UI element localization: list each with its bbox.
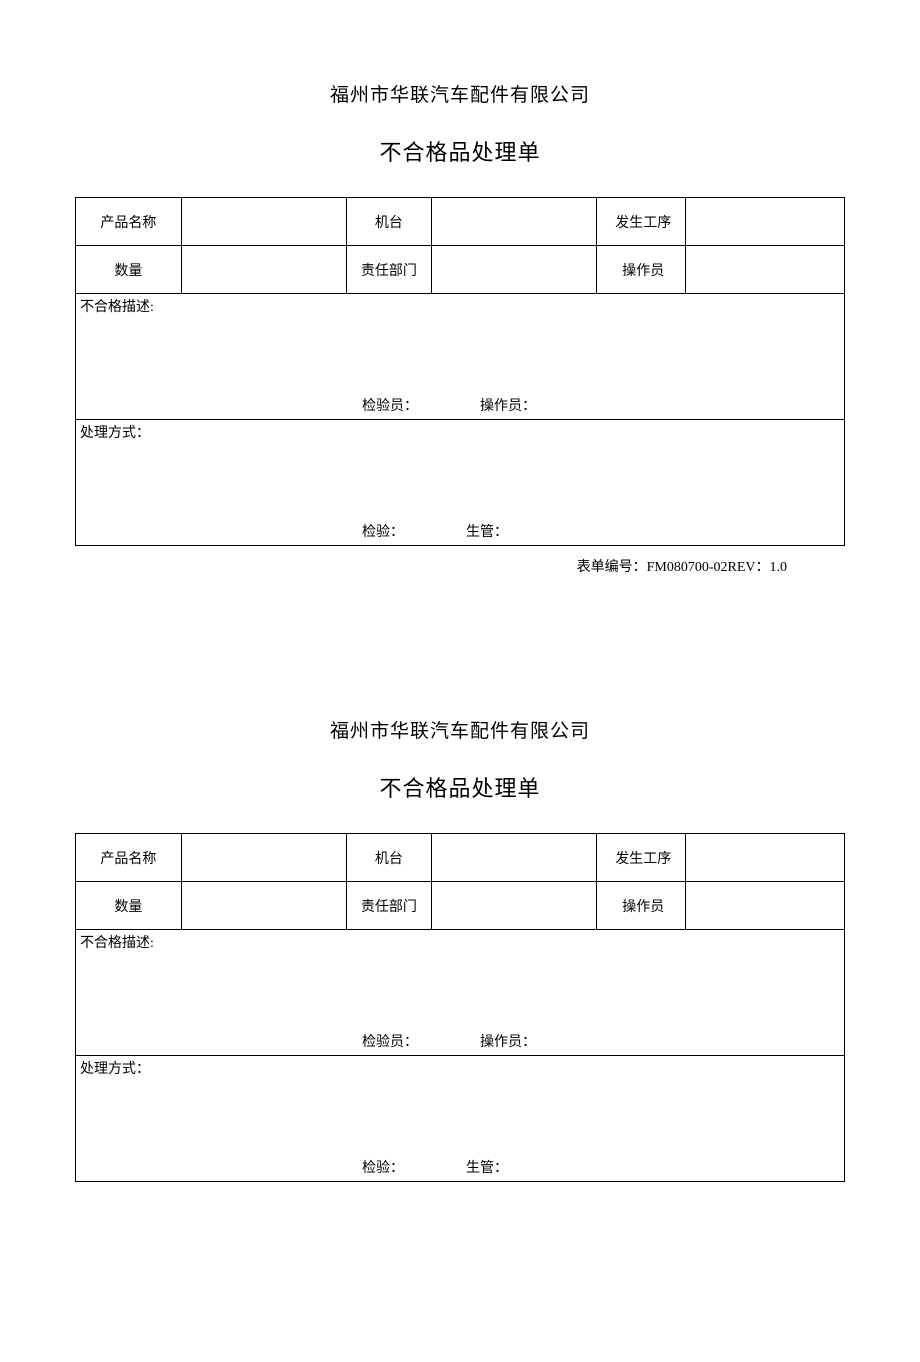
handling-row: 处理方式： 检验： 生管： [76,420,845,546]
operator-sig-label: 操作员： [480,1031,536,1051]
handling-row: 处理方式： 检验： 生管： [76,1056,845,1182]
form-table: 产品名称 机台 发生工序 数量 责任部门 操作员 不合格描述: 检验员： 操作员… [75,197,845,546]
machine-label: 机台 [346,834,431,882]
form-title: 不合格品处理单 [75,771,845,803]
description-label: 不合格描述: [80,936,154,951]
operator-sig-label: 操作员： [480,395,536,415]
footer-code: FM080700-02REV：1.0 [647,560,787,575]
operator-label: 操作员 [597,882,686,930]
product-name-label: 产品名称 [76,834,182,882]
table-row: 产品名称 机台 发生工序 [76,198,845,246]
operator-label: 操作员 [597,246,686,294]
table-row: 数量 责任部门 操作员 [76,882,845,930]
process-label: 发生工序 [597,198,686,246]
handling-signatures: 检验： 生管： [76,521,844,541]
form-title: 不合格品处理单 [75,135,845,167]
operator-value [686,882,845,930]
footer-prefix: 表单编号： [577,560,647,575]
department-label: 责任部门 [346,246,431,294]
quantity-label: 数量 [76,246,182,294]
quantity-label: 数量 [76,882,182,930]
handling-label: 处理方式： [80,426,150,441]
department-value [432,882,597,930]
process-label: 发生工序 [597,834,686,882]
inspection-label: 检验： [362,521,404,541]
quantity-value [181,882,346,930]
company-name: 福州市华联汽车配件有限公司 [75,716,845,743]
machine-value [432,834,597,882]
company-name: 福州市华联汽车配件有限公司 [75,80,845,107]
description-label: 不合格描述: [80,300,154,315]
production-label: 生管： [466,1157,508,1177]
table-row: 产品名称 机台 发生工序 [76,834,845,882]
form-table: 产品名称 机台 发生工序 数量 责任部门 操作员 不合格描述: 检验员： 操作员… [75,833,845,1182]
inspector-label: 检验员： [362,395,418,415]
description-signatures: 检验员： 操作员： [76,1031,844,1051]
inspection-label: 检验： [362,1157,404,1177]
process-value [686,198,845,246]
form-footer: 表单编号：FM080700-02REV：1.0 [75,556,845,576]
operator-value [686,246,845,294]
production-label: 生管： [466,521,508,541]
product-name-value [181,198,346,246]
inspector-label: 检验员： [362,1031,418,1051]
machine-value [432,198,597,246]
product-name-label: 产品名称 [76,198,182,246]
product-name-value [181,834,346,882]
department-value [432,246,597,294]
table-row: 数量 责任部门 操作员 [76,246,845,294]
description-row: 不合格描述: 检验员： 操作员： [76,294,845,420]
description-row: 不合格描述: 检验员： 操作员： [76,930,845,1056]
machine-label: 机台 [346,198,431,246]
description-signatures: 检验员： 操作员： [76,395,844,415]
quantity-value [181,246,346,294]
handling-signatures: 检验： 生管： [76,1157,844,1177]
form-block-1: 福州市华联汽车配件有限公司 不合格品处理单 产品名称 机台 发生工序 数量 责任… [75,80,845,576]
handling-label: 处理方式： [80,1062,150,1077]
department-label: 责任部门 [346,882,431,930]
process-value [686,834,845,882]
form-block-2: 福州市华联汽车配件有限公司 不合格品处理单 产品名称 机台 发生工序 数量 责任… [75,716,845,1182]
